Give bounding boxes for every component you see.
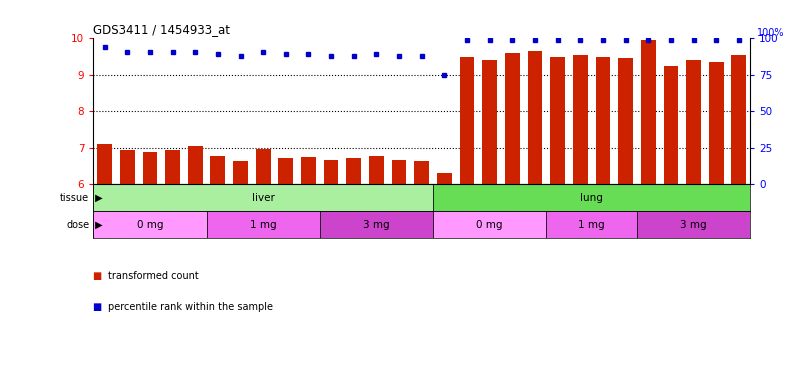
- Bar: [437, 174, 452, 184]
- Text: transformed count: transformed count: [108, 271, 199, 281]
- Text: GDS3411 / 1454933_at: GDS3411 / 1454933_at: [93, 23, 230, 36]
- Bar: [547, 211, 637, 238]
- Bar: [732, 55, 746, 184]
- Bar: [346, 158, 361, 184]
- Bar: [165, 151, 180, 184]
- Text: 1 mg: 1 mg: [578, 220, 605, 230]
- Bar: [528, 51, 543, 184]
- Bar: [637, 211, 750, 238]
- Bar: [505, 53, 520, 184]
- Text: ■: ■: [93, 302, 105, 312]
- Bar: [120, 150, 135, 184]
- Bar: [641, 40, 655, 184]
- Bar: [369, 156, 384, 184]
- Text: percentile rank within the sample: percentile rank within the sample: [108, 302, 272, 312]
- Bar: [433, 184, 750, 211]
- Bar: [460, 56, 474, 184]
- Bar: [320, 211, 433, 238]
- Text: liver: liver: [251, 193, 275, 203]
- Bar: [595, 56, 611, 184]
- Bar: [93, 211, 207, 238]
- Bar: [143, 152, 157, 184]
- Bar: [551, 56, 565, 184]
- Bar: [573, 55, 588, 184]
- Bar: [301, 157, 315, 184]
- Text: ▶: ▶: [92, 193, 102, 203]
- Text: ▶: ▶: [92, 220, 102, 230]
- Bar: [211, 156, 225, 184]
- Bar: [686, 60, 701, 184]
- Text: ■: ■: [93, 271, 105, 281]
- Text: 3 mg: 3 mg: [680, 220, 707, 230]
- Bar: [233, 161, 248, 184]
- Text: 1 mg: 1 mg: [250, 220, 277, 230]
- Bar: [93, 184, 433, 211]
- Bar: [392, 160, 406, 184]
- Bar: [324, 159, 338, 184]
- Text: tissue: tissue: [60, 193, 89, 203]
- Bar: [663, 66, 678, 184]
- Bar: [207, 211, 320, 238]
- Bar: [433, 211, 547, 238]
- Text: lung: lung: [580, 193, 603, 203]
- Bar: [255, 149, 271, 184]
- Bar: [188, 146, 203, 184]
- Bar: [709, 62, 723, 184]
- Bar: [278, 158, 293, 184]
- Text: 0 mg: 0 mg: [476, 220, 503, 230]
- Text: 0 mg: 0 mg: [136, 220, 163, 230]
- Text: 100%: 100%: [757, 28, 784, 38]
- Bar: [97, 144, 112, 184]
- Bar: [618, 58, 633, 184]
- Bar: [414, 161, 429, 184]
- Text: dose: dose: [66, 220, 89, 230]
- Bar: [483, 60, 497, 184]
- Text: 3 mg: 3 mg: [363, 220, 390, 230]
